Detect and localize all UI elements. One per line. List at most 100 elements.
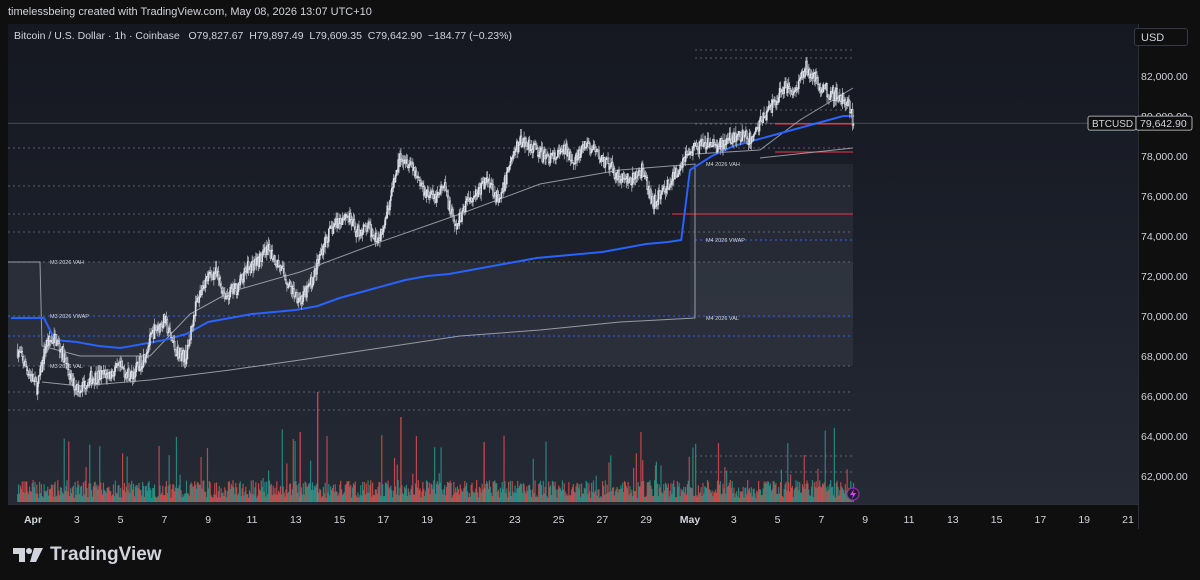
candle-body <box>781 89 784 92</box>
candle-body <box>662 188 664 192</box>
volume-bar <box>240 496 242 502</box>
volume-bar <box>124 492 126 502</box>
plot-area[interactable] <box>8 24 1138 504</box>
volume-bar <box>333 492 335 502</box>
volume-bar <box>474 492 476 502</box>
vwap-line <box>11 115 855 350</box>
currency-button[interactable]: USD <box>1134 28 1188 46</box>
volume-bar <box>634 491 637 502</box>
candle-body <box>386 205 389 219</box>
volume-bar <box>234 493 236 502</box>
volume-bar <box>453 481 455 502</box>
volume-bar <box>295 481 297 502</box>
volume-bar <box>424 496 426 502</box>
y-tick-label: 74,000.00 <box>1141 231 1188 243</box>
volume-bar <box>122 453 124 502</box>
x-tick-label: 21 <box>465 514 477 526</box>
m4-vah-label: M4 2026 VAH <box>706 162 740 168</box>
volume-bar <box>523 484 525 502</box>
volume-bar <box>640 432 642 502</box>
volume-bar <box>158 445 160 502</box>
volume-bar <box>704 486 706 502</box>
volume-bar <box>444 485 446 502</box>
volume-bar <box>666 487 668 502</box>
x-tick-label: 3 <box>731 514 737 526</box>
volume-bar <box>798 490 800 502</box>
volume-bar <box>766 483 768 502</box>
candle-body <box>327 241 329 243</box>
volume-bar <box>749 492 752 502</box>
symbol-legend[interactable]: Bitcoin / U.S. Dollar · 1h · Coinbase O7… <box>14 30 512 42</box>
volume-bar <box>353 485 355 502</box>
volume-bar <box>72 485 74 502</box>
volume-bar <box>176 488 178 502</box>
volume-bar <box>121 497 123 502</box>
volume-bar <box>250 480 252 502</box>
candle-body <box>43 348 45 365</box>
volume-bar <box>318 492 320 502</box>
candle-body <box>286 283 288 286</box>
volume-bar <box>838 495 840 502</box>
candle-body <box>282 265 285 270</box>
volume-bar <box>168 455 170 502</box>
volume-bar <box>411 485 413 502</box>
volume-bar <box>394 486 397 502</box>
volume-bar <box>123 482 126 502</box>
volume-bar <box>485 484 487 502</box>
volume-bar <box>108 486 110 502</box>
candle-body <box>474 195 476 197</box>
candle-body <box>667 179 670 190</box>
x-tick-label: 7 <box>161 514 167 526</box>
volume-bar <box>288 484 291 502</box>
candle-body <box>628 178 630 184</box>
volume-bar <box>144 486 147 502</box>
volume-bar <box>674 487 676 502</box>
candle-body <box>475 189 478 194</box>
volume-bar <box>81 496 84 502</box>
volume-bar <box>530 497 533 502</box>
volume-bar <box>193 486 195 502</box>
candle-body <box>745 130 748 139</box>
volume-bar <box>49 489 51 502</box>
volume-bar <box>336 491 338 502</box>
volume-bar <box>577 483 579 502</box>
volume-bar <box>690 487 692 502</box>
volume-bar <box>324 482 326 502</box>
candle-body <box>189 339 191 341</box>
volume-bar <box>674 497 677 502</box>
volume-bar <box>616 486 618 502</box>
candle-body <box>785 81 787 89</box>
x-tick-label: 19 <box>421 514 433 526</box>
candle-body <box>78 385 81 394</box>
volume-bar <box>78 484 80 502</box>
volume-bar <box>229 489 231 502</box>
volume-bar <box>403 486 406 502</box>
volume-bar <box>194 481 196 502</box>
candle-body <box>717 144 720 148</box>
time-axis[interactable] <box>8 504 1138 529</box>
price-axis[interactable] <box>1138 24 1192 529</box>
volume-bar <box>820 487 823 502</box>
volume-bar <box>153 484 156 502</box>
volume-bar <box>190 482 192 502</box>
volume-bar <box>513 492 515 502</box>
volume-bar <box>147 482 149 502</box>
candle-body <box>235 283 238 296</box>
volume-bar <box>39 493 42 502</box>
candle-body <box>435 195 438 203</box>
candle-body <box>354 226 357 233</box>
candle-body <box>115 363 118 368</box>
tradingview-logo[interactable]: TradingView <box>12 543 162 567</box>
volume-bar <box>620 485 622 502</box>
candle-body <box>477 187 480 197</box>
volume-bar <box>446 481 449 502</box>
volume-bar <box>222 492 224 502</box>
volume-bar <box>586 482 588 502</box>
volume-bar <box>85 467 87 502</box>
candle-body <box>794 90 796 92</box>
volume-bar <box>457 489 460 502</box>
volume-bar <box>449 480 451 502</box>
volume-bar <box>782 497 784 502</box>
volume-bar <box>643 480 645 502</box>
